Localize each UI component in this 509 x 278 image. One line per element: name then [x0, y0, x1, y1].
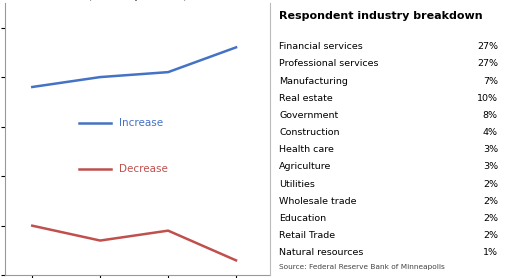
Text: 3%: 3% — [482, 162, 497, 172]
Text: 3%: 3% — [482, 145, 497, 154]
Text: 10%: 10% — [476, 94, 497, 103]
Text: 27%: 27% — [476, 42, 497, 51]
Text: Real estate: Real estate — [279, 94, 332, 103]
Text: Financial services: Financial services — [279, 42, 362, 51]
Title: Expected employment change
over next 12 months
(% of respondents): Expected employment change over next 12 … — [0, 277, 1, 278]
Text: Government: Government — [279, 111, 338, 120]
Text: Respondent industry breakdown: Respondent industry breakdown — [279, 11, 482, 21]
Text: Education: Education — [279, 214, 326, 223]
Text: 8%: 8% — [482, 111, 497, 120]
Text: Construction: Construction — [279, 128, 339, 137]
Text: Agriculture: Agriculture — [279, 162, 331, 172]
Text: 2%: 2% — [482, 214, 497, 223]
Text: Retail Trade: Retail Trade — [279, 231, 335, 240]
Text: Natural resources: Natural resources — [279, 248, 363, 257]
Text: Wholesale trade: Wholesale trade — [279, 197, 356, 206]
Text: 27%: 27% — [476, 59, 497, 68]
Text: Source: Federal Reserve Bank of Minneapolis: Source: Federal Reserve Bank of Minneapo… — [279, 264, 444, 270]
Text: (% of respondents): (% of respondents) — [88, 0, 187, 1]
Text: 7%: 7% — [482, 77, 497, 86]
Text: 1%: 1% — [482, 248, 497, 257]
Text: Utilities: Utilities — [279, 180, 315, 188]
Text: 4%: 4% — [482, 128, 497, 137]
Text: 2%: 2% — [482, 197, 497, 206]
Text: Professional services: Professional services — [279, 59, 378, 68]
Text: Manufacturing: Manufacturing — [279, 77, 348, 86]
Text: Health care: Health care — [279, 145, 333, 154]
Text: 2%: 2% — [482, 231, 497, 240]
Text: Increase: Increase — [119, 118, 163, 128]
Text: Decrease: Decrease — [119, 164, 167, 174]
Text: 2%: 2% — [482, 180, 497, 188]
